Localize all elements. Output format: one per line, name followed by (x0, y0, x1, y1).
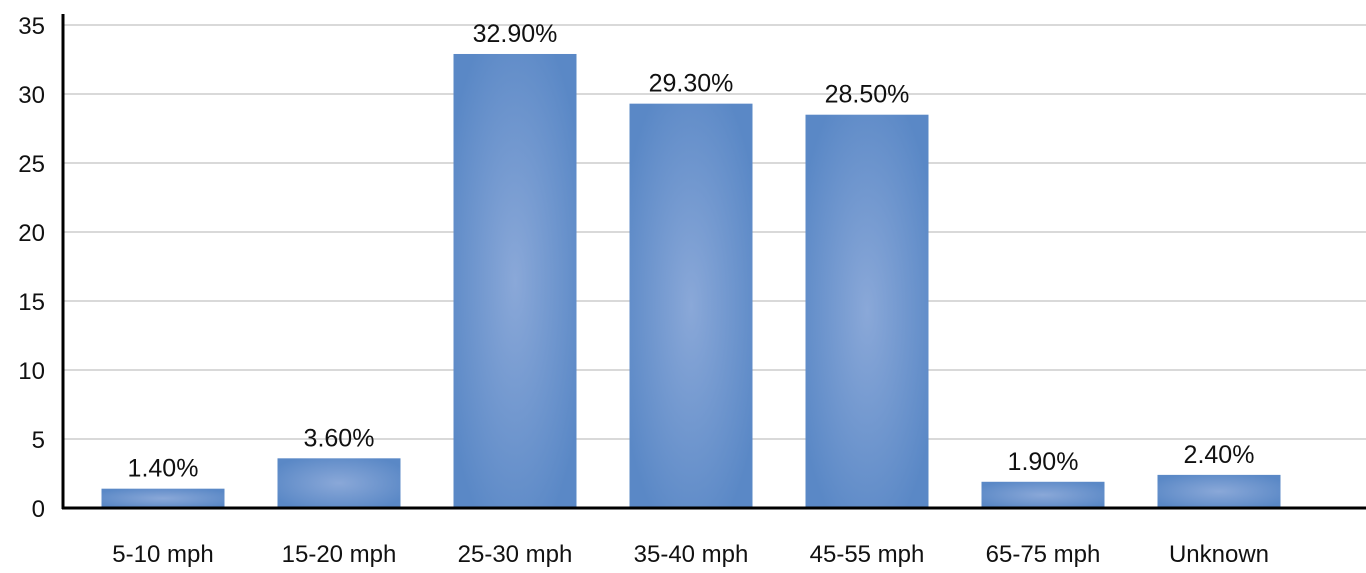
bars (101, 53, 1281, 508)
data-labels: 1.40% 3.60% 32.90% 29.30% 28.50% 1.90% 2.40% (128, 20, 1255, 483)
y-tick-label: 25 (18, 151, 45, 178)
x-tick-label: 35-40 mph (634, 541, 749, 568)
x-tick-label: 5-10 mph (112, 541, 213, 568)
y-tick-label: 5 (32, 427, 45, 454)
x-tick-label: 65-75 mph (986, 541, 1101, 568)
data-label: 3.60% (304, 424, 375, 452)
x-tick-label: 15-20 mph (282, 541, 397, 568)
data-label: 1.40% (128, 455, 199, 483)
data-label: 28.50% (825, 81, 910, 109)
bar (101, 488, 225, 508)
x-tick-label: Unknown (1169, 541, 1269, 568)
data-label: 2.40% (1184, 441, 1255, 469)
bar (277, 458, 401, 508)
bar (805, 114, 929, 508)
bar (981, 481, 1105, 508)
x-tick-label: 45-55 mph (810, 541, 925, 568)
y-tick-label: 10 (18, 358, 45, 385)
x-tick-label: 25-30 mph (458, 541, 573, 568)
data-label: 1.90% (1008, 448, 1079, 476)
data-label: 29.30% (649, 70, 734, 98)
y-axis-ticks: 0 5 10 15 20 25 30 35 (18, 13, 45, 523)
y-tick-label: 30 (18, 82, 45, 109)
bar (1157, 474, 1281, 508)
y-tick-label: 20 (18, 220, 45, 247)
data-label: 32.90% (473, 20, 558, 48)
bar (629, 103, 753, 508)
x-axis-ticks: 5-10 mph 15-20 mph 25-30 mph 35-40 mph 45-55… (112, 541, 1269, 568)
bar (453, 53, 577, 508)
y-tick-label: 15 (18, 289, 45, 316)
y-tick-label: 35 (18, 13, 45, 40)
y-tick-label: 0 (32, 496, 45, 523)
